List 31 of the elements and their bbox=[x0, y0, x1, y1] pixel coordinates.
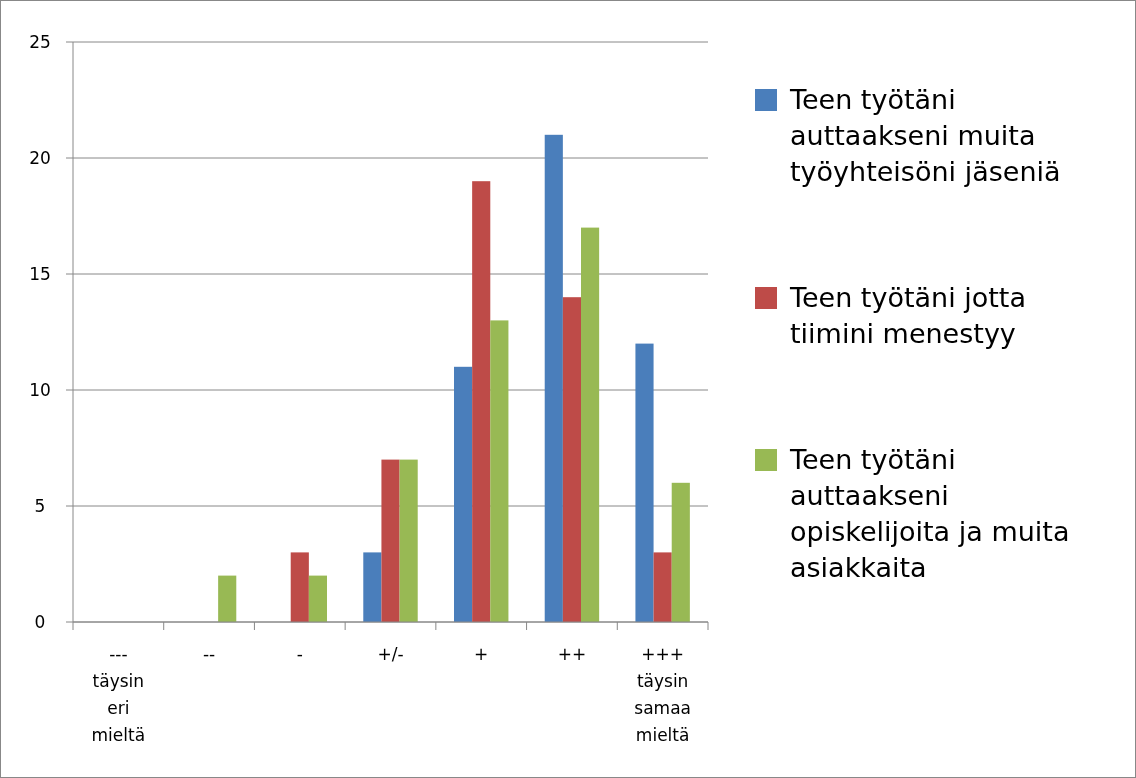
x-tick-label: + bbox=[474, 644, 489, 664]
bar bbox=[544, 134, 563, 622]
legend-label: Teen työtäni auttaakseni muita työyhteisöni jäseniä bbox=[789, 84, 1061, 188]
bar bbox=[308, 575, 327, 622]
bar bbox=[472, 181, 491, 622]
y-tick-label: 10 bbox=[29, 379, 51, 400]
bar bbox=[562, 297, 581, 622]
bar bbox=[290, 552, 309, 622]
bar bbox=[363, 552, 382, 622]
x-tick-label: - bbox=[296, 644, 303, 664]
y-tick-label: 15 bbox=[29, 263, 51, 284]
bar bbox=[381, 459, 400, 622]
x-tick-label: --- täysin eri mieltä bbox=[91, 644, 146, 745]
bar bbox=[671, 482, 690, 622]
x-tick-label: +/- bbox=[377, 644, 404, 664]
y-tick-label: 5 bbox=[34, 495, 46, 516]
bar bbox=[635, 343, 654, 622]
x-tick-label: +++ täysin samaa mieltä bbox=[634, 644, 691, 745]
y-tick-label: 25 bbox=[29, 31, 51, 52]
bar bbox=[454, 366, 473, 622]
x-tick-label: -- bbox=[202, 644, 216, 664]
legend-label: Teen työtäni jotta tiimini menestyy bbox=[789, 282, 1026, 350]
bar bbox=[399, 459, 418, 622]
bar bbox=[490, 320, 509, 622]
y-tick-label: 0 bbox=[34, 611, 46, 632]
bar bbox=[653, 552, 672, 622]
bar bbox=[581, 227, 600, 622]
bar bbox=[218, 575, 237, 622]
x-tick-label: ++ bbox=[557, 644, 587, 664]
y-tick-label: 20 bbox=[29, 147, 51, 168]
legend-label: Teen työtäni auttaakseni opiskelijoita ja muita asiakkaita bbox=[789, 444, 1070, 584]
